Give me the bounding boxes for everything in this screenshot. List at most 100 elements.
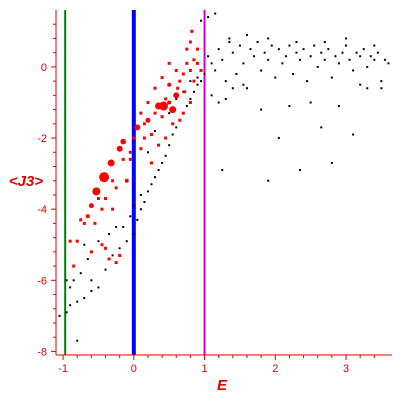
black-point xyxy=(154,176,157,179)
black-point xyxy=(362,48,365,51)
black-point xyxy=(224,80,227,83)
red-point xyxy=(96,197,100,201)
black-point xyxy=(86,257,89,260)
red-point xyxy=(160,76,164,80)
red-point xyxy=(124,178,129,183)
black-point xyxy=(323,41,326,44)
red-point xyxy=(157,143,161,147)
red-point xyxy=(92,187,101,196)
x-tick-label: 3 xyxy=(343,363,349,375)
black-point xyxy=(65,311,68,314)
red-point xyxy=(169,106,177,114)
black-point xyxy=(337,62,340,65)
red-point xyxy=(167,100,172,105)
red-point xyxy=(181,111,185,115)
axes: -1 0 1 2 3 0 -2 -4 -6 -8 xyxy=(37,10,392,375)
black-point xyxy=(118,247,121,250)
black-point xyxy=(380,87,383,90)
black-point xyxy=(90,289,93,292)
black-point xyxy=(221,169,224,172)
black-point xyxy=(132,233,135,236)
black-point xyxy=(235,73,238,76)
x-tick-label: -1 xyxy=(58,363,68,375)
red-point xyxy=(139,147,143,151)
red-point xyxy=(128,157,132,161)
black-point xyxy=(366,65,369,68)
black-point xyxy=(168,112,171,115)
reference-lines xyxy=(64,10,206,355)
black-point xyxy=(267,58,270,61)
red-point xyxy=(107,159,115,167)
black-point xyxy=(380,80,383,83)
black-point xyxy=(281,62,284,65)
black-point xyxy=(228,41,231,44)
black-point xyxy=(260,108,263,111)
black-point xyxy=(345,37,348,40)
black-point xyxy=(90,279,93,282)
black-point xyxy=(132,204,135,207)
black-point xyxy=(299,58,302,61)
black-point xyxy=(171,133,174,136)
y-tick-label: -6 xyxy=(37,275,47,287)
black-point xyxy=(231,87,234,90)
red-point xyxy=(173,92,180,99)
black-point xyxy=(83,243,86,246)
red-point xyxy=(68,239,72,243)
black-point xyxy=(249,48,252,51)
black-point xyxy=(334,55,337,58)
black-point xyxy=(185,105,188,108)
black-point xyxy=(108,233,111,236)
red-point xyxy=(188,68,192,72)
black-point xyxy=(373,58,376,61)
black-point xyxy=(253,55,256,58)
y-tick-label: -4 xyxy=(37,204,47,216)
red-point xyxy=(99,172,110,183)
black-point xyxy=(72,279,75,282)
black-point xyxy=(111,254,114,257)
red-point xyxy=(72,264,76,268)
x-tick-label: 0 xyxy=(131,363,137,375)
red-point xyxy=(183,90,187,94)
red-point xyxy=(118,253,122,257)
black-point xyxy=(270,44,273,47)
black-point xyxy=(309,101,312,104)
red-point xyxy=(104,246,108,250)
black-point xyxy=(288,105,291,108)
black-point xyxy=(313,44,316,47)
black-point xyxy=(302,48,305,51)
black-point xyxy=(97,286,100,289)
red-point xyxy=(192,58,196,62)
red-point xyxy=(114,261,118,265)
red-point xyxy=(121,157,125,161)
red-point xyxy=(104,197,108,201)
red-point xyxy=(89,250,93,254)
black-point xyxy=(345,44,348,47)
red-point xyxy=(100,243,104,247)
black-point xyxy=(260,69,263,72)
black-point xyxy=(157,169,160,172)
black-point xyxy=(217,48,220,51)
black-point xyxy=(288,44,291,47)
red-point xyxy=(100,207,104,211)
black-point xyxy=(320,51,323,54)
black-point xyxy=(175,97,178,100)
red-point xyxy=(190,29,194,33)
black-point xyxy=(175,126,178,129)
black-point xyxy=(125,240,128,243)
black-point xyxy=(383,58,386,61)
black-point xyxy=(139,193,142,196)
black-point xyxy=(224,97,227,100)
black-point xyxy=(291,73,294,76)
red-point xyxy=(192,79,196,83)
black-point xyxy=(263,51,266,54)
black-point xyxy=(337,105,340,108)
red-point xyxy=(167,61,171,65)
red-point xyxy=(153,111,157,115)
red-point xyxy=(178,118,182,122)
black-point xyxy=(146,190,149,193)
black-point xyxy=(146,151,149,154)
red-point xyxy=(82,221,86,225)
red-point xyxy=(132,136,136,140)
black-point xyxy=(76,300,79,303)
